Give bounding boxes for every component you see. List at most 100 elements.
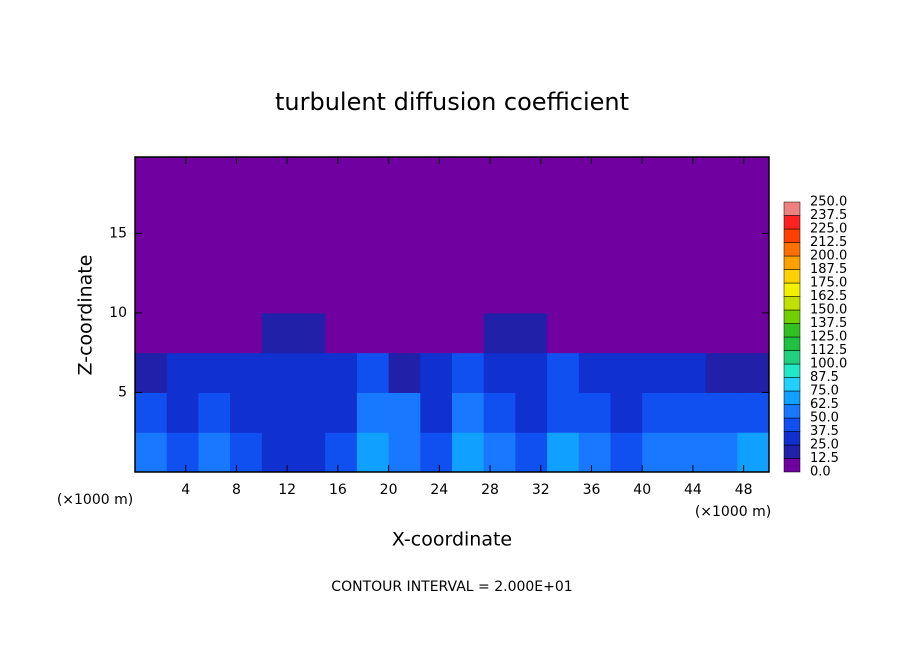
cell xyxy=(515,273,548,314)
cell xyxy=(293,312,326,354)
cell xyxy=(293,157,326,195)
cell xyxy=(198,273,231,314)
cell xyxy=(261,157,294,195)
cell xyxy=(452,312,485,354)
cell xyxy=(166,233,199,274)
cell xyxy=(452,352,485,393)
cell xyxy=(737,352,770,393)
cell xyxy=(135,392,168,433)
cell xyxy=(642,392,675,433)
colorbar-label: 200.0 xyxy=(810,249,847,264)
cell xyxy=(673,273,707,314)
cell xyxy=(261,273,294,314)
cell xyxy=(135,193,168,234)
colorbar-swatch xyxy=(783,282,801,297)
cell xyxy=(515,193,548,234)
cell xyxy=(705,432,738,473)
cell xyxy=(483,157,516,195)
cell xyxy=(483,273,516,314)
colorbar-label: 175.0 xyxy=(810,276,847,291)
cell xyxy=(325,432,358,473)
cell xyxy=(610,392,643,433)
colorbar-label: 187.5 xyxy=(810,262,847,277)
cell xyxy=(135,352,168,393)
cell xyxy=(356,273,390,314)
cell xyxy=(515,352,548,393)
cell xyxy=(547,352,580,393)
colorbar-swatch xyxy=(783,336,801,351)
cell xyxy=(261,193,294,234)
cell xyxy=(135,312,168,354)
cell xyxy=(388,157,421,195)
cell xyxy=(356,233,390,274)
cell xyxy=(388,312,421,354)
cell xyxy=(642,352,675,393)
cell xyxy=(293,432,326,473)
cell xyxy=(198,157,231,195)
cell xyxy=(610,352,643,393)
colorbar-swatch xyxy=(783,309,801,324)
cell xyxy=(642,273,675,314)
cell xyxy=(642,312,675,354)
colorbar-swatch xyxy=(783,417,801,432)
cell xyxy=(737,432,770,473)
cell xyxy=(483,352,516,393)
cell xyxy=(705,157,738,195)
plot-frame xyxy=(134,156,770,473)
colorbar-label: 12.5 xyxy=(810,451,839,466)
cell xyxy=(325,193,358,234)
cell xyxy=(737,273,770,314)
cell xyxy=(515,432,548,473)
cell xyxy=(547,233,580,274)
cell xyxy=(705,273,738,314)
x-tick-label: 28 xyxy=(481,482,499,498)
cell xyxy=(166,352,199,393)
cell xyxy=(578,233,611,274)
cell xyxy=(578,432,611,473)
cell xyxy=(420,193,453,234)
colorbar-label: 25.0 xyxy=(810,438,839,453)
cell xyxy=(198,352,231,393)
cell xyxy=(673,352,707,393)
cell xyxy=(737,193,770,234)
cell xyxy=(325,273,358,314)
x-tick-label: 32 xyxy=(532,482,550,498)
colorbar-label: 87.5 xyxy=(810,370,839,385)
cell xyxy=(261,432,294,473)
y-tick-label: 5 xyxy=(118,384,127,400)
colorbar-swatch xyxy=(783,431,801,446)
cell xyxy=(673,432,707,473)
colorbar-swatch xyxy=(783,255,801,270)
y-tick-label: 15 xyxy=(109,225,127,241)
colorbar-label: 37.5 xyxy=(810,424,839,439)
y-axis-label: Z-coordinate xyxy=(75,255,97,376)
cell xyxy=(166,432,199,473)
colorbar-swatch xyxy=(783,390,801,405)
colorbar-label: 150.0 xyxy=(810,303,847,318)
x-unit: (×1000 m) xyxy=(695,504,771,520)
cell xyxy=(420,157,453,195)
colorbar-swatch xyxy=(783,201,801,216)
cell xyxy=(452,392,485,433)
colorbar-label: 212.5 xyxy=(810,235,847,250)
colorbar-swatch xyxy=(783,269,801,284)
cell xyxy=(293,233,326,274)
cell xyxy=(325,392,358,433)
x-tick-label: 16 xyxy=(329,482,347,498)
cell xyxy=(420,312,453,354)
cell xyxy=(673,193,707,234)
contour-note: CONTOUR INTERVAL = 2.000E+01 xyxy=(331,579,572,595)
cell xyxy=(198,233,231,274)
cell xyxy=(673,157,707,195)
cell xyxy=(705,312,738,354)
cell xyxy=(452,157,485,195)
x-axis-label: X-coordinate xyxy=(392,529,512,551)
cell xyxy=(515,157,548,195)
cell xyxy=(705,352,738,393)
cell xyxy=(356,312,390,354)
cell xyxy=(230,233,263,274)
cell xyxy=(578,312,611,354)
cell xyxy=(705,193,738,234)
cell xyxy=(547,312,580,354)
cell xyxy=(261,352,294,393)
